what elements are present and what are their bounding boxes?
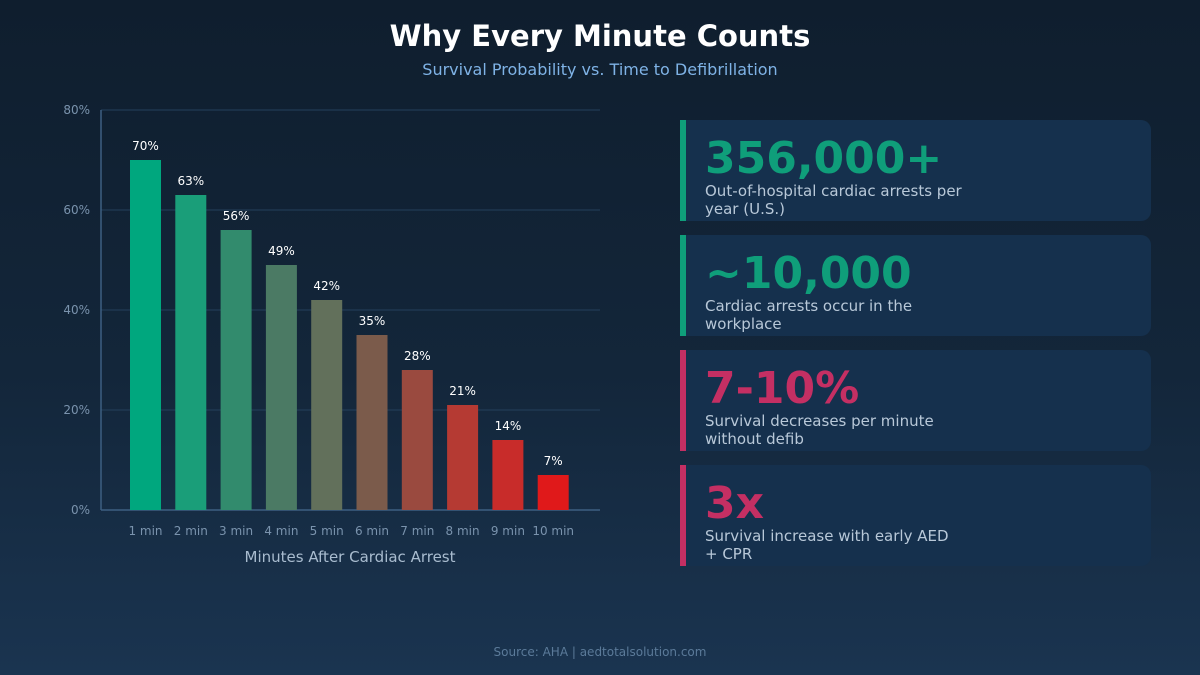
stat-card-accent: [680, 350, 686, 451]
stat-card-workplace-arrests: ~10,000 Cardiac arrests occur in the wor…: [680, 235, 1151, 336]
bar: [401, 370, 433, 510]
x-tick-label: 5 min: [310, 524, 344, 538]
source-footer: Source: AHA | aedtotalsolution.com: [493, 645, 707, 659]
bar: [537, 475, 569, 510]
bar: [356, 335, 388, 510]
bar: [447, 405, 479, 510]
stat-value: ~10,000: [705, 248, 912, 299]
x-tick-label: 3 min: [219, 524, 253, 538]
stat-value: 7-10%: [705, 363, 860, 414]
stat-description: Out-of-hospital cardiac arrests per year…: [705, 182, 962, 218]
y-tick-label: 20%: [63, 403, 90, 417]
data-label: 28%: [404, 349, 431, 363]
data-label: 7%: [544, 454, 563, 468]
y-tick-label: 0%: [71, 503, 90, 517]
stat-card-accent: [680, 120, 686, 221]
y-tick-label: 60%: [63, 203, 90, 217]
data-label: 70%: [132, 139, 159, 153]
page-subtitle: Survival Probability vs. Time to Defibri…: [422, 60, 778, 79]
stat-card-accent: [680, 465, 686, 566]
x-tick-label: 7 min: [400, 524, 434, 538]
bar: [130, 160, 161, 510]
stat-description: Cardiac arrests occur in the workplace: [705, 297, 913, 333]
data-label: 42%: [313, 279, 340, 293]
x-axis-title: Minutes After Cardiac Arrest: [245, 548, 456, 566]
data-label: 35%: [359, 314, 386, 328]
stat-card-survival-decrease: 7-10% Survival decreases per minute with…: [680, 350, 1151, 451]
bar: [492, 440, 524, 510]
stat-card-survival-increase: 3x Survival increase with early AED + CP…: [680, 465, 1151, 566]
data-label: 49%: [268, 244, 295, 258]
y-tick-label: 80%: [63, 103, 90, 117]
bar: [175, 195, 207, 510]
x-tick-label: 9 min: [491, 524, 525, 538]
stat-description: Survival decreases per minute without de…: [705, 412, 934, 448]
stat-card-accent: [680, 235, 686, 336]
data-label: 63%: [177, 174, 204, 188]
stat-description: Survival increase with early AED + CPR: [705, 527, 949, 563]
page-title: Why Every Minute Counts: [389, 19, 811, 53]
x-tick-label: 4 min: [264, 524, 298, 538]
data-label: 14%: [495, 419, 522, 433]
bar: [265, 265, 297, 510]
x-tick-label: 2 min: [174, 524, 208, 538]
data-label: 21%: [449, 384, 476, 398]
y-tick-label: 40%: [63, 303, 90, 317]
stat-value: 3x: [705, 478, 764, 529]
survival-bar-chart: 0% 20% 40% 60% 80% 70% 1 min 63% 2 min 56% 3 min 49…: [63, 103, 600, 566]
data-label: 56%: [223, 209, 250, 223]
bar: [311, 300, 343, 510]
stat-value: 356,000+: [705, 133, 943, 184]
x-tick-label: 1 min: [128, 524, 162, 538]
bar: [220, 230, 252, 510]
x-tick-label: 6 min: [355, 524, 389, 538]
x-tick-label: 8 min: [446, 524, 480, 538]
stat-card-annual-arrests: 356,000+ Out-of-hospital cardiac arrests…: [680, 120, 1151, 221]
x-tick-label: 10 min: [532, 524, 574, 538]
